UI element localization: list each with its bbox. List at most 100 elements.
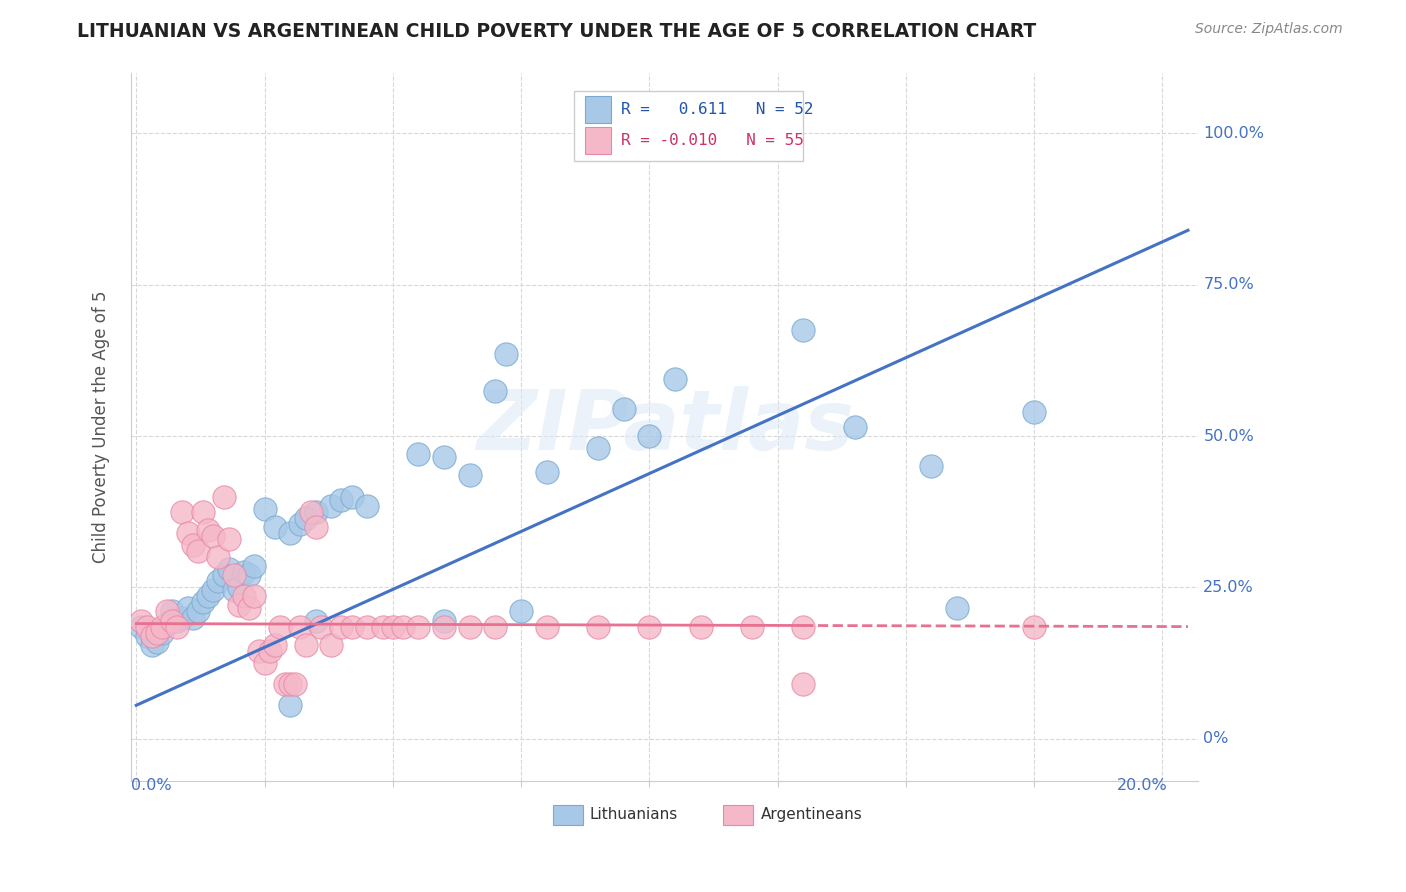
Point — [408, 447, 430, 461]
Point — [249, 644, 271, 658]
Text: LITHUANIAN VS ARGENTINEAN CHILD POVERTY UNDER THE AGE OF 5 CORRELATION CHART: LITHUANIAN VS ARGENTINEAN CHILD POVERTY … — [77, 22, 1036, 41]
Point — [207, 574, 229, 589]
Point — [1022, 405, 1045, 419]
Point — [176, 525, 198, 540]
FancyBboxPatch shape — [574, 91, 803, 161]
Point — [150, 625, 173, 640]
Text: ZIPatlas: ZIPatlas — [475, 386, 853, 467]
Point — [278, 525, 301, 540]
Point — [484, 619, 506, 633]
Point — [330, 619, 353, 633]
Point — [278, 698, 301, 713]
Point — [228, 580, 250, 594]
Point — [638, 429, 661, 443]
Text: 100.0%: 100.0% — [1204, 126, 1264, 141]
Point — [381, 619, 404, 633]
Point — [458, 619, 481, 633]
Bar — [585, 96, 612, 123]
Point — [160, 614, 183, 628]
Point — [218, 532, 240, 546]
Point — [920, 459, 942, 474]
Point — [131, 614, 153, 628]
Point — [484, 384, 506, 398]
Point — [160, 605, 183, 619]
Point — [187, 544, 209, 558]
Point — [792, 619, 814, 633]
Point — [166, 619, 188, 633]
Point — [212, 568, 235, 582]
Point — [433, 619, 456, 633]
Point — [495, 347, 517, 361]
Point — [613, 401, 636, 416]
Point — [218, 562, 240, 576]
Point — [741, 619, 763, 633]
Point — [510, 605, 533, 619]
Point — [156, 616, 179, 631]
Text: 0%: 0% — [1204, 731, 1229, 746]
Point — [299, 505, 322, 519]
Point — [253, 656, 276, 670]
Point — [212, 490, 235, 504]
Point — [269, 619, 291, 633]
Point — [305, 614, 328, 628]
Point — [294, 510, 316, 524]
Point — [146, 625, 169, 640]
Point — [586, 441, 609, 455]
Point — [392, 619, 415, 633]
Point — [586, 619, 609, 633]
Point — [305, 520, 328, 534]
Point — [290, 516, 312, 531]
Point — [1022, 619, 1045, 633]
Point — [792, 323, 814, 337]
Point — [228, 599, 250, 613]
Point — [181, 610, 204, 624]
Point — [131, 619, 153, 633]
Point — [309, 619, 332, 633]
Point — [141, 629, 163, 643]
Point — [243, 590, 266, 604]
Point — [792, 677, 814, 691]
Point — [274, 677, 297, 691]
Text: R = -0.010   N = 55: R = -0.010 N = 55 — [621, 134, 804, 148]
Text: 20.0%: 20.0% — [1116, 778, 1167, 793]
Text: 25.0%: 25.0% — [1204, 580, 1254, 595]
Bar — [553, 805, 582, 825]
Text: 50.0%: 50.0% — [1204, 428, 1254, 443]
Bar — [585, 128, 612, 154]
Y-axis label: Child Poverty Under the Age of 5: Child Poverty Under the Age of 5 — [93, 291, 110, 563]
Point — [305, 505, 328, 519]
Point — [433, 614, 456, 628]
Point — [135, 629, 157, 643]
Text: Source: ZipAtlas.com: Source: ZipAtlas.com — [1195, 22, 1343, 37]
Point — [181, 538, 204, 552]
Text: 75.0%: 75.0% — [1204, 277, 1254, 293]
Point — [340, 490, 363, 504]
Point — [233, 590, 256, 604]
Point — [146, 634, 169, 648]
Point — [176, 601, 198, 615]
Point — [187, 605, 209, 619]
Point — [290, 619, 312, 633]
Point — [408, 619, 430, 633]
Point — [340, 619, 363, 633]
Point — [253, 501, 276, 516]
Point — [156, 605, 179, 619]
Point — [638, 619, 661, 633]
Point — [330, 492, 353, 507]
Point — [238, 601, 260, 615]
Point — [536, 619, 558, 633]
Point — [321, 499, 343, 513]
Point — [141, 638, 163, 652]
Bar — [723, 805, 754, 825]
Point — [172, 610, 194, 624]
Point — [458, 468, 481, 483]
Point — [222, 568, 245, 582]
Point — [259, 644, 281, 658]
Point — [202, 529, 225, 543]
Point — [233, 565, 256, 579]
Point — [664, 371, 686, 385]
Point — [433, 450, 456, 465]
Point — [197, 523, 219, 537]
Point — [356, 499, 378, 513]
Point — [243, 559, 266, 574]
